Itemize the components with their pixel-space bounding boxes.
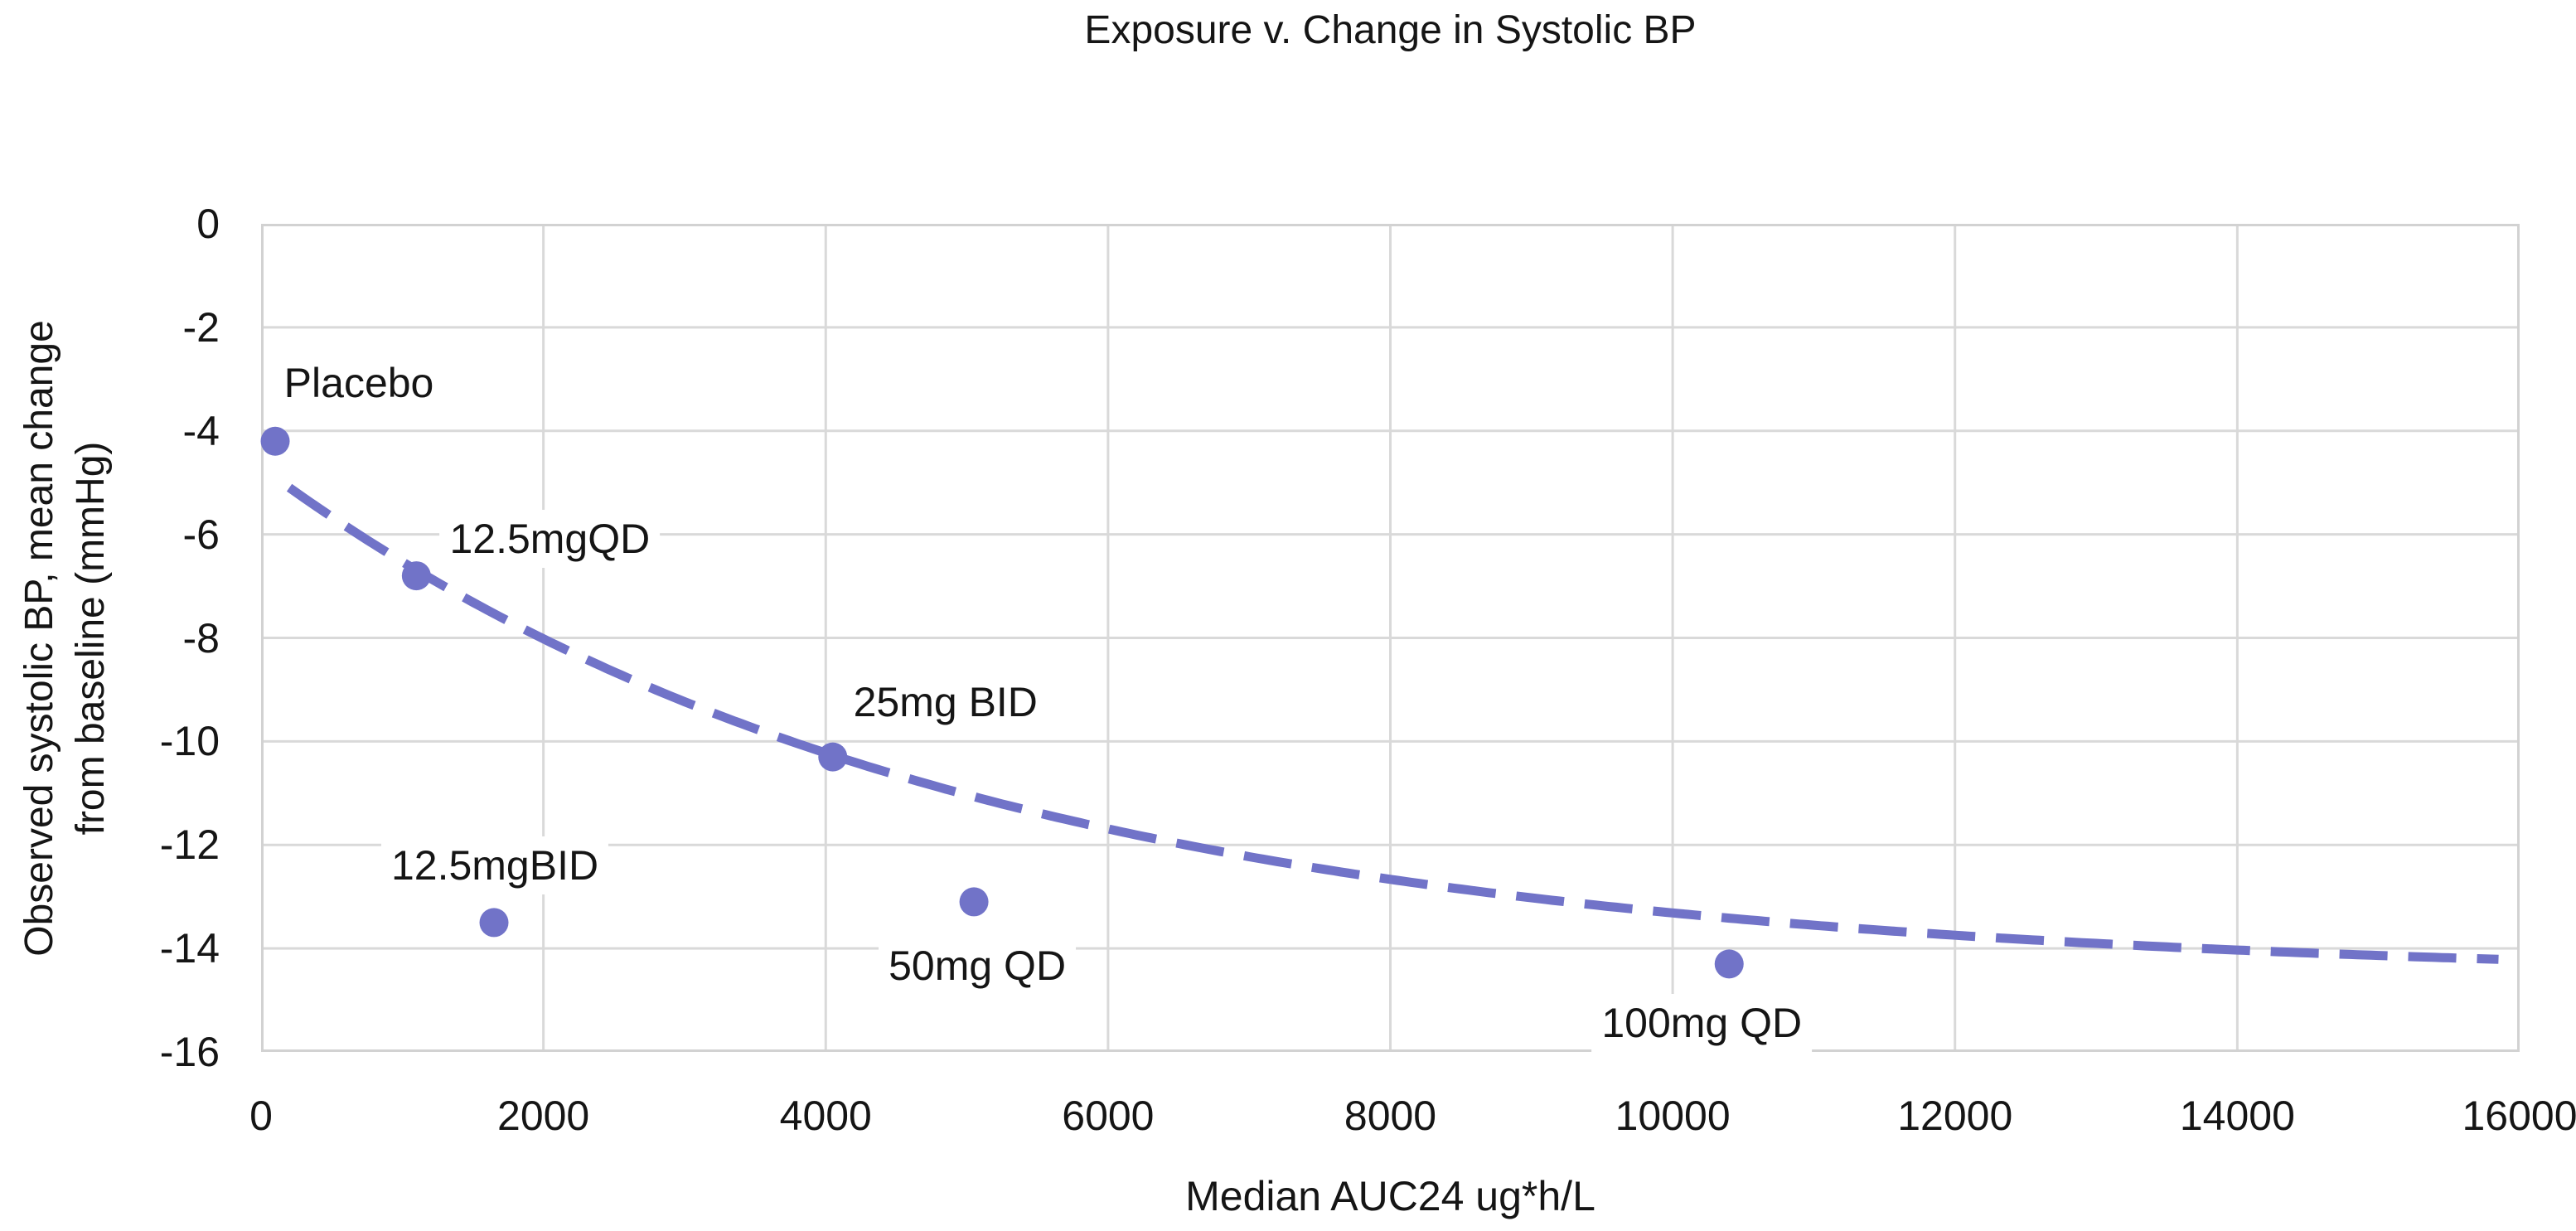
x-axis-tick-label: 6000 bbox=[1062, 1093, 1155, 1139]
data-point-label: 12.5mgQD bbox=[439, 509, 661, 568]
y-axis-tick-label: 0 bbox=[196, 201, 220, 247]
y-axis-tick-label: -10 bbox=[159, 718, 220, 765]
y-axis-tick-label: -14 bbox=[159, 925, 220, 972]
data-point-marker bbox=[479, 908, 509, 938]
y-axis-tick-label: -6 bbox=[182, 511, 220, 558]
x-axis-tick-label: 14000 bbox=[2179, 1093, 2295, 1139]
y-axis-tick-label: -4 bbox=[182, 407, 220, 454]
data-point-marker bbox=[959, 887, 989, 917]
trendline-path bbox=[286, 483, 2499, 964]
plot-canvas bbox=[260, 224, 2520, 1052]
data-point-label: 25mg BID bbox=[843, 673, 1048, 732]
data-point-marker bbox=[401, 561, 431, 591]
data-point-label: 100mg QD bbox=[1591, 993, 1813, 1052]
data-point-label: Placebo bbox=[274, 354, 444, 413]
data-point-label: 50mg QD bbox=[879, 936, 1077, 995]
y-axis-tick-label: -12 bbox=[159, 821, 220, 869]
plot-border bbox=[261, 224, 2520, 1052]
y-axis-tick-label: -2 bbox=[182, 303, 220, 351]
plot-area bbox=[260, 224, 2520, 1052]
data-point-label: 12.5mgBID bbox=[380, 836, 609, 894]
x-axis-tick-label: 2000 bbox=[497, 1093, 590, 1139]
x-axis-tick-label: 16000 bbox=[2462, 1093, 2576, 1139]
data-point-marker bbox=[818, 742, 848, 772]
y-axis-tick-label: -8 bbox=[182, 614, 220, 662]
x-axis-tick-label: 8000 bbox=[1344, 1093, 1437, 1139]
chart-title: Exposure v. Change in Systolic BP bbox=[1084, 8, 1697, 52]
x-axis-title: Median AUC24 ug*h/L bbox=[1185, 1173, 1595, 1219]
x-axis-tick-label: 12000 bbox=[1897, 1093, 2013, 1139]
x-axis-tick-label: 0 bbox=[249, 1093, 273, 1139]
x-axis-tick-label: 10000 bbox=[1615, 1093, 1731, 1139]
data-point-marker bbox=[1714, 949, 1744, 979]
x-axis-tick-label: 4000 bbox=[779, 1093, 872, 1139]
data-point-marker bbox=[260, 426, 290, 456]
y-axis-tick-label: -16 bbox=[159, 1029, 220, 1075]
